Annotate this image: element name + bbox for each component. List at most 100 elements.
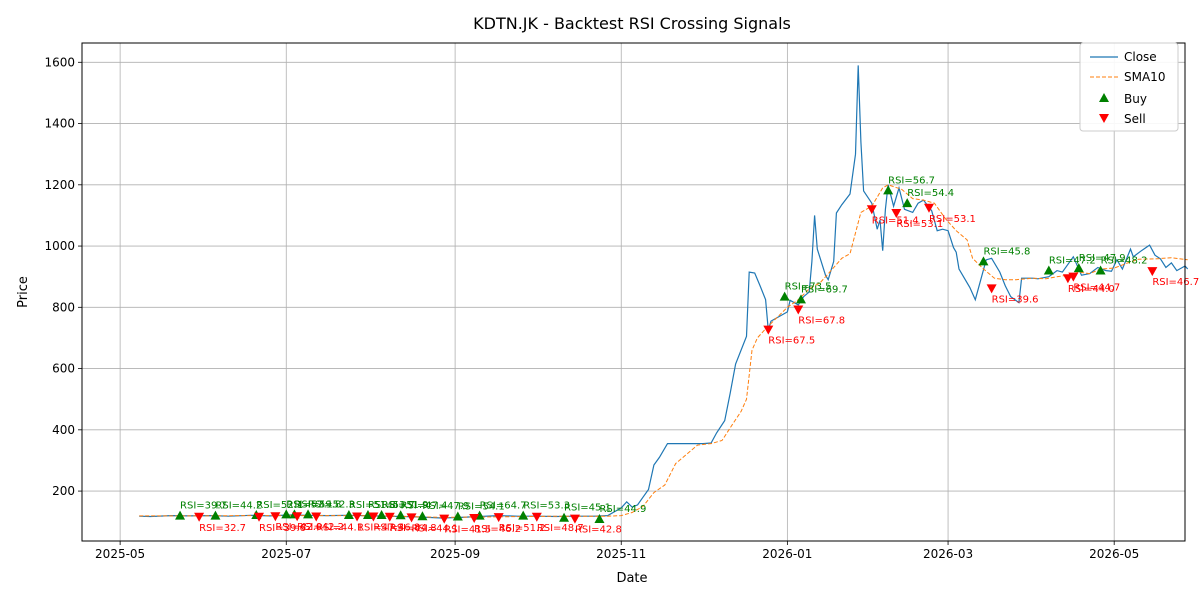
sell-marker xyxy=(270,512,281,522)
buy-label: RSI=53.7 xyxy=(368,500,415,511)
buy-label: RSI=45.1 xyxy=(564,503,611,514)
buy-marker xyxy=(343,509,354,519)
buy-marker xyxy=(303,509,314,519)
buy-label: RSI=52.1 xyxy=(286,499,333,510)
buy-label: RSI=59.8 xyxy=(294,499,341,510)
buy-label: RSI=64.7 xyxy=(480,501,527,512)
y-tick-label: 1200 xyxy=(44,178,75,192)
sell-label: RSI=44.1 xyxy=(316,522,363,533)
buy-label: RSI=53.3 xyxy=(523,501,570,512)
sell-marker xyxy=(1068,272,1079,282)
sell-marker xyxy=(384,512,395,522)
y-tick-label: 1400 xyxy=(44,117,75,131)
buy-label: RSI=54.1 xyxy=(458,501,505,512)
buy-label: RSI=73.5 xyxy=(785,282,832,293)
series-layer xyxy=(139,65,1189,519)
sell-label: RSI=44.0 xyxy=(1068,284,1115,295)
buy-label: RSI=47.4 xyxy=(401,500,448,511)
legend-buy-label: Buy xyxy=(1124,92,1147,106)
sell-marker xyxy=(311,512,322,522)
y-tick-label: 400 xyxy=(52,423,75,437)
sell-marker xyxy=(891,208,902,218)
sell-marker xyxy=(1062,274,1073,284)
x-tick-label: 2025-07 xyxy=(261,547,311,561)
buy-marker xyxy=(518,510,529,520)
sell-label: RSI=32.7 xyxy=(199,523,246,534)
sell-label: RSI=44.8 xyxy=(390,523,437,534)
sell-marker xyxy=(531,512,542,522)
buy-label: RSI=47.2 xyxy=(1049,256,1096,267)
buy-label: RSI=44.9 xyxy=(599,504,646,515)
sell-marker xyxy=(866,205,877,215)
legend: Close SMA10 Buy Sell xyxy=(1079,42,1179,132)
y-tick-label: 200 xyxy=(52,484,75,498)
sell-label: RSI=67.8 xyxy=(798,315,845,326)
buy-marker xyxy=(210,510,221,520)
sell-marker xyxy=(406,513,417,523)
sell-label: RSI=46.2 xyxy=(474,524,521,535)
x-tick-label: 2026-03 xyxy=(923,547,973,561)
buy-marker xyxy=(395,510,406,520)
sell-marker xyxy=(793,305,804,315)
sma10-series-line xyxy=(139,184,1188,518)
sell-marker xyxy=(1147,267,1158,277)
x-tick-label: 2025-09 xyxy=(430,547,480,561)
buy-marker xyxy=(795,294,806,304)
buy-marker xyxy=(1043,265,1054,275)
y-tick-label: 800 xyxy=(52,300,75,314)
buy-label: RSI=51.9 xyxy=(382,500,429,511)
plot-frame xyxy=(81,42,1186,542)
legend-sma-label: SMA10 xyxy=(1124,70,1165,84)
grid xyxy=(82,43,1185,541)
buy-marker xyxy=(362,509,373,519)
x-tick-label: 2025-11 xyxy=(596,547,646,561)
legend-box xyxy=(1079,42,1179,132)
buy-label: RSI=54.4 xyxy=(907,188,954,199)
sell-label: RSI=47.3 xyxy=(357,522,404,533)
buy-marker xyxy=(779,291,790,301)
axes: 2025-05 2025-07 2025-09 2025-11 2026-01 2026-… xyxy=(44,55,1139,561)
sell-marker xyxy=(569,514,580,524)
plot-area xyxy=(82,43,1185,541)
sell-marker xyxy=(923,203,934,213)
legend-close-label: Close xyxy=(1124,50,1157,64)
sell-label: RSI=46.7 xyxy=(1152,277,1199,288)
sell-marker xyxy=(439,514,450,524)
buy-label: RSI=39.7 xyxy=(180,501,227,512)
sell-marker xyxy=(194,512,205,522)
sell-label: RSI=67.5 xyxy=(768,336,815,347)
signal-layer xyxy=(175,185,1158,524)
sell-label: RSI=41.5 xyxy=(444,525,491,536)
x-tick-label: 2026-01 xyxy=(762,547,812,561)
sell-label: RSI=42.8 xyxy=(575,525,622,536)
chart-title: KDTN.JK - Backtest RSI Crossing Signals xyxy=(473,14,791,33)
sell-label: RSI=39.6 xyxy=(992,294,1039,305)
y-axis-label: Price xyxy=(16,276,31,308)
sell-label: RSI=44.7 xyxy=(1073,283,1120,294)
buy-label: RSI=52.1 xyxy=(256,500,303,511)
sell-label: RSI=42.2 xyxy=(297,522,344,533)
buy-label: RSI=48.2 xyxy=(1101,256,1148,267)
sell-label: RSI=39.6 xyxy=(259,523,306,534)
sell-marker xyxy=(986,284,997,294)
legend-sell-label: Sell xyxy=(1124,112,1146,126)
buy-marker xyxy=(376,509,387,519)
buy-label: RSI=51.8 xyxy=(349,500,396,511)
sell-marker xyxy=(763,325,774,335)
y-tick-label: 600 xyxy=(52,362,75,376)
y-tick-label: 1000 xyxy=(44,239,75,253)
x-tick-label: 2025-05 xyxy=(95,547,145,561)
sell-label: RSI=53.1 xyxy=(896,219,943,230)
sell-marker xyxy=(292,512,303,522)
y-tick-label: 1600 xyxy=(44,55,75,69)
buy-marker xyxy=(1073,263,1084,273)
sell-label: RSI=46.8 xyxy=(373,522,420,533)
buy-label: RSI=56.7 xyxy=(888,175,935,186)
buy-label: RSI=47.9 xyxy=(422,501,469,512)
sell-label: RSI=53.1 xyxy=(929,214,976,225)
buy-marker xyxy=(978,256,989,266)
buy-marker xyxy=(594,513,605,523)
buy-label: RSI=52.3 xyxy=(308,499,355,510)
buy-marker xyxy=(175,510,186,520)
